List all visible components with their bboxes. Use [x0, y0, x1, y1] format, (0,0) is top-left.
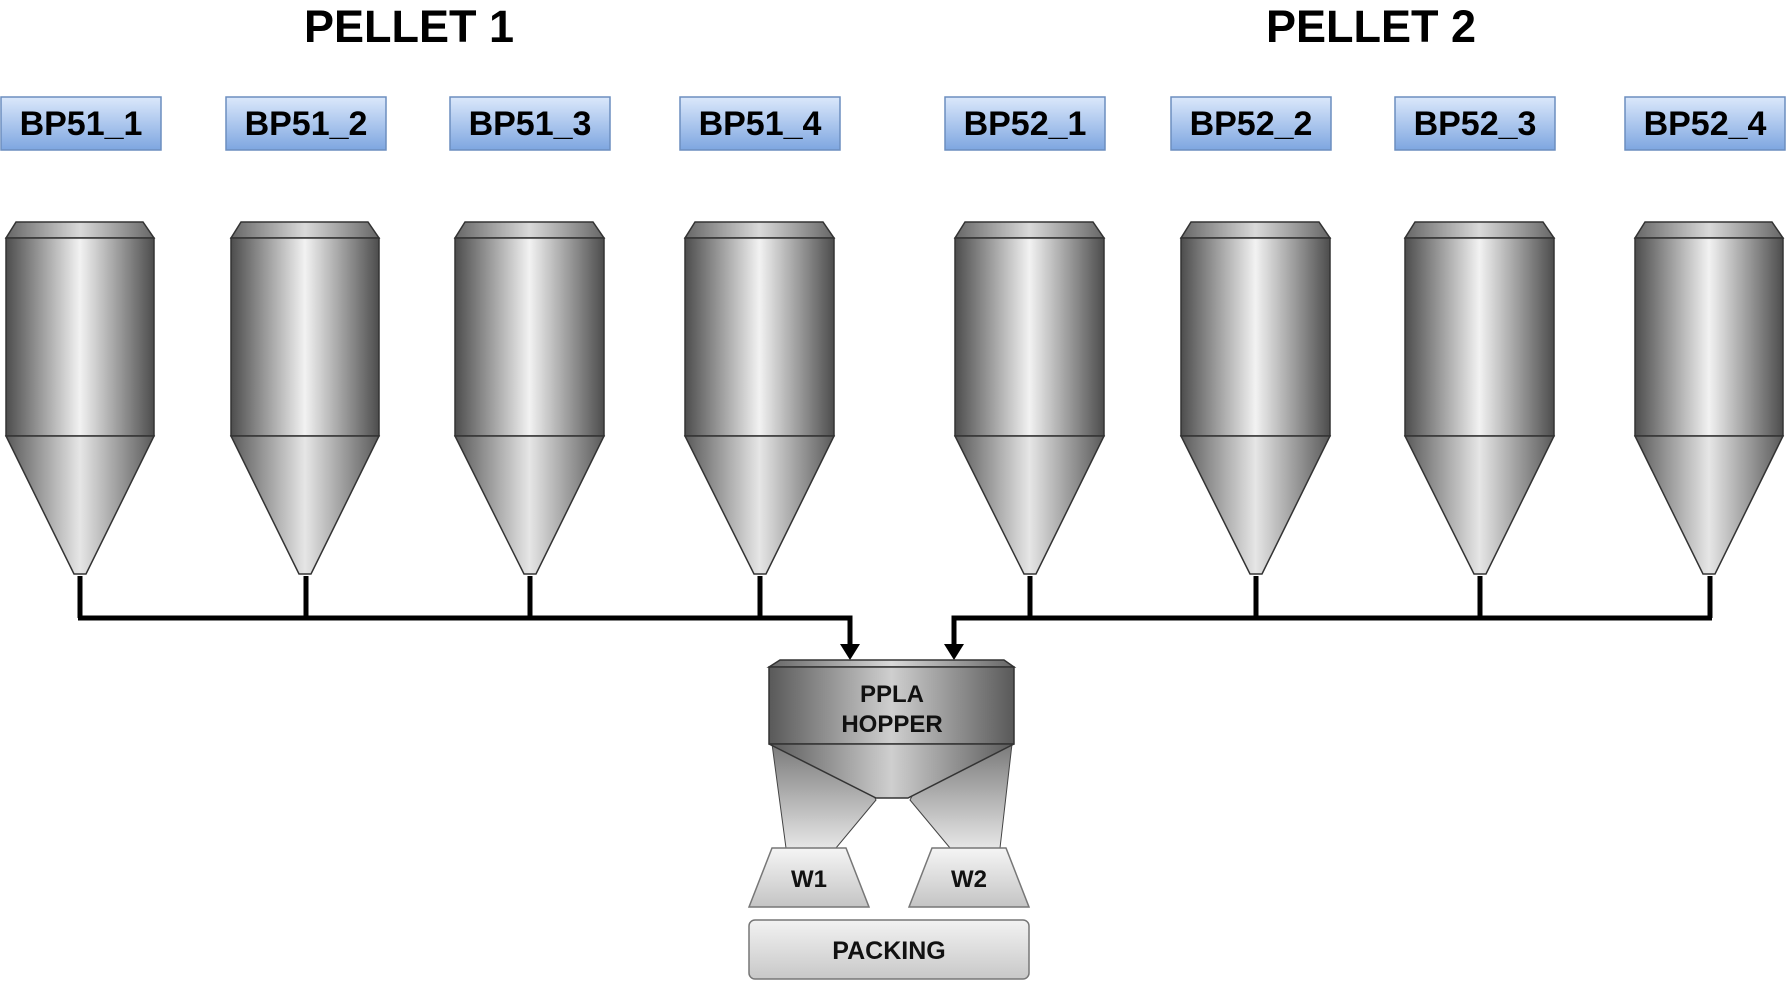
silo-body — [230, 237, 380, 437]
silo-label-box — [0, 96, 162, 151]
silo-cone — [1179, 435, 1332, 575]
silo-body — [954, 237, 1105, 437]
silo-body — [5, 237, 155, 437]
silo-cone — [1403, 435, 1556, 575]
hopper-label-line2: HOPPER — [841, 711, 942, 738]
silo-label-box — [1394, 96, 1556, 151]
weigher-body — [907, 847, 1031, 908]
silo-cone — [953, 435, 1106, 575]
weigher-w1: W1 — [747, 847, 871, 908]
silo-label: BP51_1 — [20, 105, 143, 143]
silo-bp51-2: BP51_2 — [225, 96, 387, 575]
weigher-body — [747, 847, 871, 908]
silo-body — [1634, 237, 1784, 437]
silo-label: BP52_2 — [1190, 105, 1313, 143]
silo-label-box — [679, 96, 841, 151]
silo-body — [684, 237, 835, 437]
arrow-head — [944, 644, 964, 660]
silo-body — [454, 237, 605, 437]
silo-cone — [229, 435, 381, 575]
silo-bp52-2: BP52_2 — [1170, 96, 1332, 575]
silo-cap — [683, 221, 836, 239]
hopper-body — [768, 666, 1015, 745]
silo-label: BP51_2 — [245, 105, 368, 143]
silo-cap — [1179, 221, 1332, 239]
weigher-label: W1 — [791, 866, 827, 893]
silo-label-box — [225, 96, 387, 151]
arrow-head — [840, 644, 860, 660]
silo-label-box — [449, 96, 611, 151]
silo-label: BP51_3 — [469, 105, 592, 143]
silo-label: BP52_1 — [964, 105, 1087, 143]
pipe-header — [78, 615, 853, 646]
packing-unit: PACKING — [748, 919, 1030, 980]
silo-cap — [453, 221, 606, 239]
silo-cone — [683, 435, 836, 575]
silo-label: BP52_3 — [1414, 105, 1537, 143]
silo-cone — [1633, 435, 1785, 575]
silo-label: BP52_4 — [1644, 105, 1767, 143]
silo-body — [1180, 237, 1331, 437]
silo-cap — [1403, 221, 1556, 239]
silo-label-box — [1624, 96, 1786, 151]
silo-bp52-1: BP52_1 — [944, 96, 1106, 575]
pipe-network-pellet-2 — [944, 576, 1713, 660]
silo-cap — [1633, 221, 1785, 239]
silo-cap — [229, 221, 381, 239]
group-title-pellet-2: PELLET 2 — [1266, 1, 1476, 52]
packing-label: PACKING — [832, 937, 945, 965]
silo-bp51-4: BP51_4 — [679, 96, 841, 575]
hopper-label-line1: PPLA — [860, 681, 924, 708]
hopper-cap — [766, 659, 1017, 668]
silo-cap — [4, 221, 156, 239]
weigher-w2: W2 — [907, 847, 1031, 908]
silo-bp52-4: BP52_4 — [1624, 96, 1786, 575]
ppla-hopper: PPLA HOPPER — [766, 659, 1017, 849]
silo-cone — [453, 435, 606, 575]
silo-label: BP51_4 — [699, 105, 822, 143]
silo-body — [1404, 237, 1555, 437]
silo-cone — [4, 435, 156, 575]
group-title-pellet-1: PELLET 1 — [304, 1, 514, 52]
silo-bp51-1: BP51_1 — [0, 96, 162, 575]
silo-label-box — [944, 96, 1106, 151]
silo-array: BP51_1 BP51_2 BP51_3 BP51_4 — [0, 96, 1786, 575]
hopper-cone — [768, 743, 1015, 799]
packing-box — [748, 919, 1030, 980]
weigher-label: W2 — [951, 866, 987, 893]
silo-cap — [953, 221, 1106, 239]
silo-bp51-3: BP51_3 — [449, 96, 611, 575]
pipe-network-pellet-1 — [77, 576, 860, 660]
silo-label-box — [1170, 96, 1332, 151]
pipe-header — [951, 615, 1712, 646]
silo-bp52-3: BP52_3 — [1394, 96, 1556, 575]
